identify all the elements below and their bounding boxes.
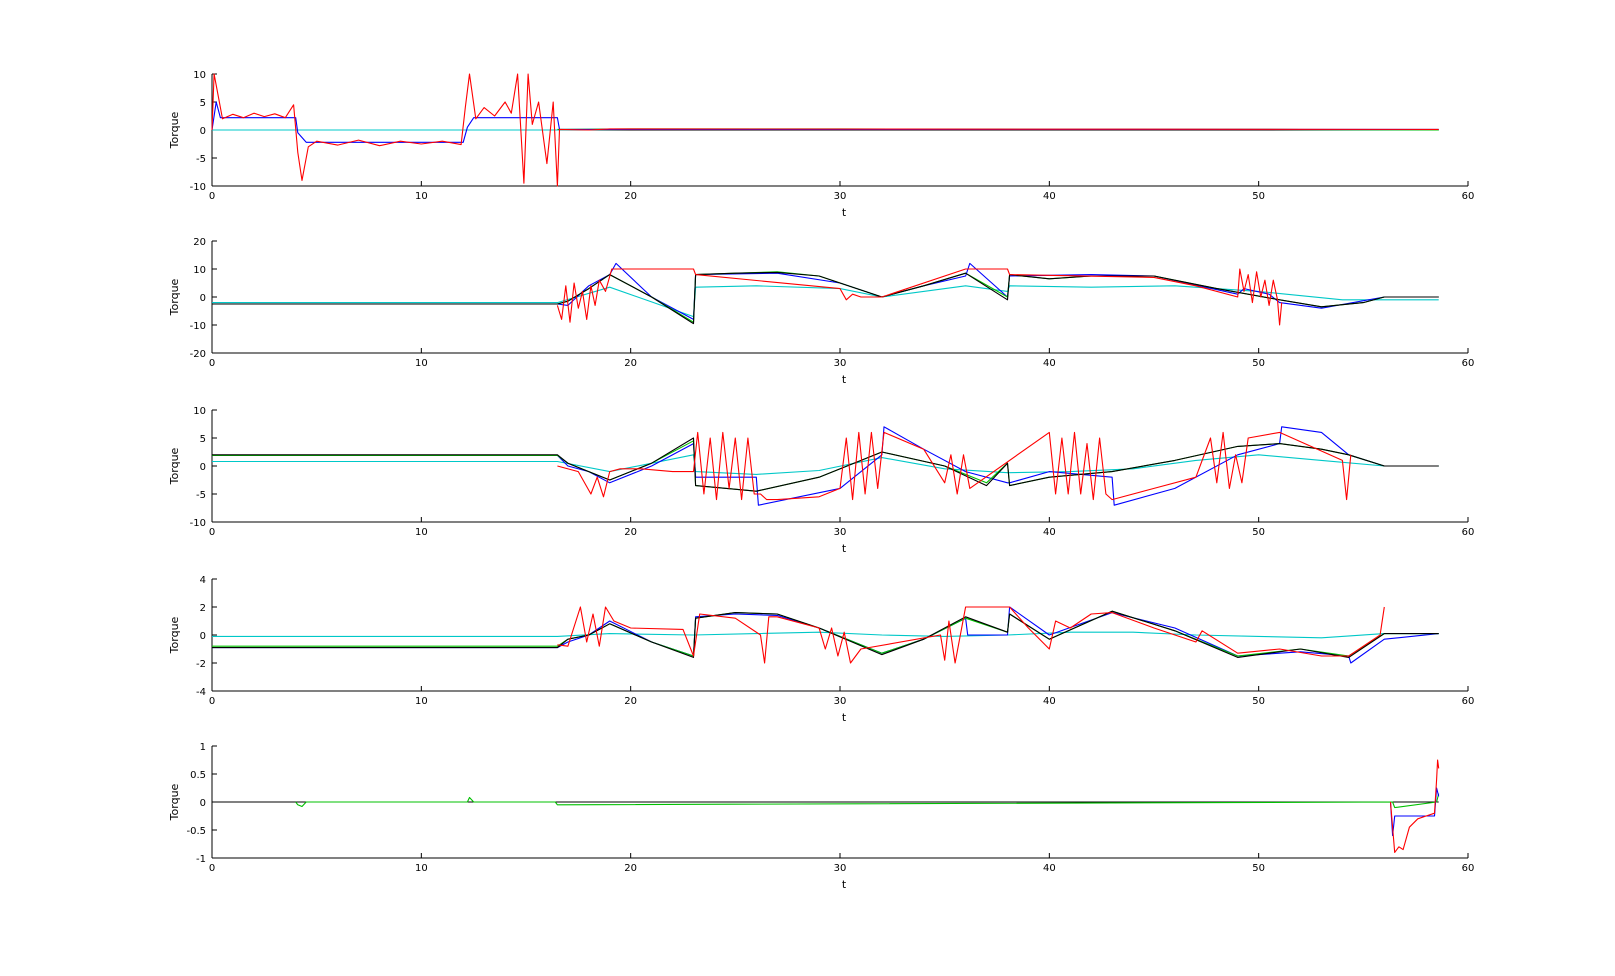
y-tick-label: -5 bbox=[196, 154, 206, 165]
series-line-3 bbox=[1389, 787, 1440, 837]
series-line-4 bbox=[212, 437, 1439, 492]
x-tick-label: 30 bbox=[834, 863, 847, 874]
series-line-5 bbox=[557, 431, 1352, 501]
y-tick-label: 0 bbox=[200, 798, 206, 809]
series-line-1 bbox=[212, 454, 1439, 475]
x-tick-label: 40 bbox=[1043, 358, 1056, 369]
x-tick-label: 20 bbox=[624, 191, 637, 202]
subplot-2: 0 10 20 30 40 50 60 20 10 0 -10 -20 t Torque bbox=[168, 237, 1474, 386]
x-tick-label: 10 bbox=[415, 358, 428, 369]
x-tick-label: 50 bbox=[1252, 696, 1265, 707]
x-tick-label: 60 bbox=[1462, 358, 1475, 369]
y-tick-label: 10 bbox=[193, 406, 206, 417]
series-line-5 bbox=[211, 73, 1439, 187]
y-tick-label: 5 bbox=[200, 434, 206, 445]
y-tick-label: -10 bbox=[190, 321, 206, 332]
x-axis-label: t bbox=[842, 711, 847, 724]
x-tick-label: 0 bbox=[209, 358, 215, 369]
x-tick-label: 0 bbox=[209, 696, 215, 707]
series-line-3 bbox=[212, 271, 1439, 323]
x-tick-label: 60 bbox=[1462, 191, 1475, 202]
x-tick-label: 40 bbox=[1043, 696, 1056, 707]
series-line-4 bbox=[212, 610, 1439, 658]
x-tick-label: 0 bbox=[209, 527, 215, 538]
y-tick-label: 0 bbox=[200, 462, 206, 473]
x-tick-label: 30 bbox=[834, 696, 847, 707]
x-tick-label: 50 bbox=[1252, 863, 1265, 874]
y-tick-label: 0 bbox=[200, 631, 206, 642]
x-tick-label: 50 bbox=[1252, 527, 1265, 538]
series-line-5 bbox=[556, 268, 1283, 326]
y-tick-label: 2 bbox=[200, 603, 206, 614]
x-tick-label: 40 bbox=[1043, 527, 1056, 538]
y-tick-label: -0.5 bbox=[186, 826, 206, 837]
x-tick-label: 10 bbox=[415, 527, 428, 538]
y-tick-label: 20 bbox=[193, 237, 206, 248]
y-tick-label: 10 bbox=[193, 265, 206, 276]
series-line-2 bbox=[295, 793, 1440, 809]
y-tick-label: -10 bbox=[190, 518, 206, 529]
y-tick-label: 0 bbox=[200, 293, 206, 304]
x-tick-label: 0 bbox=[209, 863, 215, 874]
x-tick-label: 50 bbox=[1252, 358, 1265, 369]
y-tick-label: -2 bbox=[196, 659, 206, 670]
x-tick-label: 40 bbox=[1043, 191, 1056, 202]
x-axis-label: t bbox=[842, 542, 847, 555]
x-axis-label: t bbox=[842, 206, 847, 219]
y-tick-label: -20 bbox=[190, 349, 206, 360]
series-line-4 bbox=[211, 101, 1439, 143]
x-tick-label: 20 bbox=[624, 696, 637, 707]
series-line-1 bbox=[212, 285, 1439, 318]
y-axis-label: Torque bbox=[168, 783, 181, 821]
x-tick-label: 10 bbox=[415, 696, 428, 707]
x-tick-label: 60 bbox=[1462, 527, 1475, 538]
x-tick-label: 10 bbox=[415, 191, 428, 202]
y-axis-label: Torque bbox=[168, 616, 181, 654]
y-tick-label: 0.5 bbox=[190, 770, 206, 781]
x-axis-label: t bbox=[842, 878, 847, 891]
y-tick-label: 5 bbox=[200, 98, 206, 109]
y-tick-label: -5 bbox=[196, 490, 206, 501]
series-line-2 bbox=[212, 262, 1439, 320]
y-axis-label: Torque bbox=[168, 111, 181, 149]
y-tick-label: 4 bbox=[200, 575, 206, 586]
y-tick-label: 1 bbox=[200, 742, 206, 753]
x-tick-label: 30 bbox=[834, 527, 847, 538]
series-line-1 bbox=[212, 631, 1439, 639]
x-tick-label: 60 bbox=[1462, 696, 1475, 707]
y-tick-label: -10 bbox=[190, 182, 206, 193]
x-tick-label: 20 bbox=[624, 527, 637, 538]
x-tick-label: 40 bbox=[1043, 863, 1056, 874]
y-tick-label: -4 bbox=[196, 687, 206, 698]
y-tick-label: 0 bbox=[200, 126, 206, 137]
subplot-5: 0 10 20 30 40 50 60 1 0.5 0 -0.5 -1 t Torque bbox=[168, 742, 1474, 891]
series-line-4 bbox=[1389, 759, 1440, 853]
y-tick-label: 10 bbox=[193, 70, 206, 81]
x-tick-label: 20 bbox=[624, 358, 637, 369]
x-tick-label: 30 bbox=[834, 358, 847, 369]
series-line-2 bbox=[212, 426, 1439, 506]
series-line-4 bbox=[212, 271, 1439, 325]
x-tick-label: 10 bbox=[415, 863, 428, 874]
x-tick-label: 30 bbox=[834, 191, 847, 202]
x-tick-label: 60 bbox=[1462, 863, 1475, 874]
series-line-5 bbox=[557, 606, 1385, 664]
x-tick-label: 50 bbox=[1252, 191, 1265, 202]
y-tick-label: -1 bbox=[196, 854, 206, 865]
series-line-3 bbox=[212, 440, 1439, 492]
y-axis-label: Torque bbox=[168, 447, 181, 485]
x-tick-label: 20 bbox=[624, 863, 637, 874]
x-axis-label: t bbox=[842, 373, 847, 386]
y-axis-label: Torque bbox=[168, 278, 181, 316]
x-tick-label: 0 bbox=[209, 191, 215, 202]
